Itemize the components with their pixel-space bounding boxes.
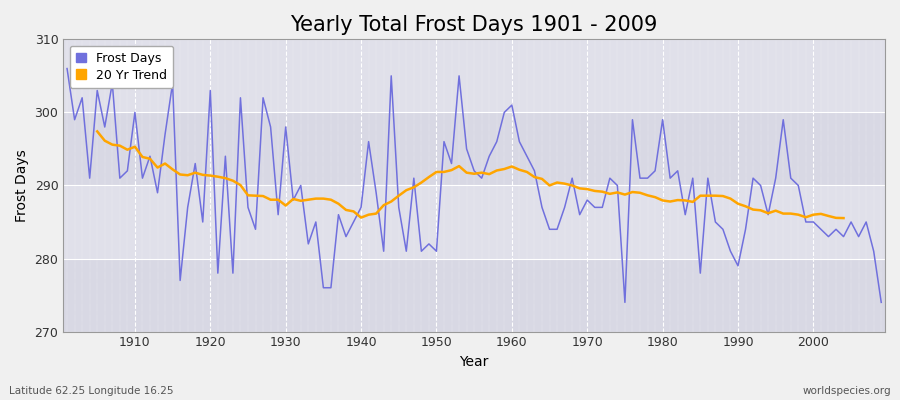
Bar <box>63 186 885 258</box>
Text: worldspecies.org: worldspecies.org <box>803 386 891 396</box>
Bar <box>63 258 885 332</box>
Bar <box>63 112 885 186</box>
X-axis label: Year: Year <box>460 355 489 369</box>
Y-axis label: Frost Days: Frost Days <box>15 149 29 222</box>
Title: Yearly Total Frost Days 1901 - 2009: Yearly Total Frost Days 1901 - 2009 <box>291 15 658 35</box>
Text: Latitude 62.25 Longitude 16.25: Latitude 62.25 Longitude 16.25 <box>9 386 174 396</box>
Bar <box>63 39 885 112</box>
Legend: Frost Days, 20 Yr Trend: Frost Days, 20 Yr Trend <box>69 46 173 88</box>
